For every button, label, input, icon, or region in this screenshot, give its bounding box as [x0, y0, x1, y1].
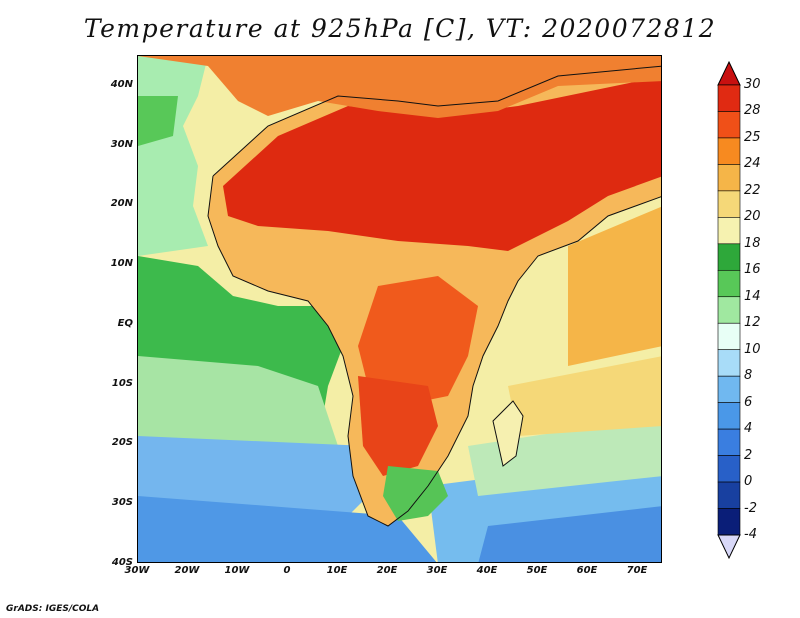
- colorbar-swatch: [717, 455, 741, 483]
- north-coastline: [212, 65, 661, 177]
- indian-ocean-deep-blue: [478, 506, 661, 562]
- colorbar-label: 0: [744, 474, 753, 490]
- lon-label: 10W: [224, 565, 250, 576]
- colorbar-swatch: [717, 111, 741, 139]
- colorbar-label: 2: [744, 447, 753, 463]
- lat-label: 40S: [111, 557, 133, 568]
- colorbar-swatch: [717, 164, 741, 192]
- south-atlantic-deep-blue: [138, 496, 437, 562]
- mediterranean-warm: [138, 56, 661, 118]
- colorbar-swatch: [717, 137, 741, 165]
- colorbar-label: 25: [744, 129, 761, 145]
- colorbar-label: 18: [744, 235, 761, 251]
- lon-label: 70E: [626, 565, 648, 576]
- colorbar-label: 14: [744, 288, 761, 304]
- colorbar-swatch: [717, 428, 741, 456]
- colorbar-swatch: [717, 481, 741, 509]
- colorbar-label: 6: [744, 394, 753, 410]
- colorbar-label: 10: [744, 341, 761, 357]
- colorbar-label: 20: [744, 209, 761, 225]
- temperature-map: [137, 55, 662, 563]
- colorbar-swatch: [717, 296, 741, 324]
- colorbar-label: 24: [744, 156, 761, 172]
- lon-label: 30E: [426, 565, 448, 576]
- map-title: Temperature at 925hPa [C], VT: 202007281…: [83, 14, 717, 43]
- colorbar-label: -4: [744, 527, 757, 542]
- indian-ocean-green: [468, 416, 661, 496]
- lat-label: 10N: [110, 258, 133, 270]
- colorbar-label: 16: [744, 262, 761, 278]
- colorbar-top-arrow: [717, 60, 741, 86]
- colorbar-label: 28: [744, 103, 761, 119]
- colorbar-swatch: [717, 349, 741, 377]
- colorbar-bottom-arrow: [717, 534, 741, 560]
- colorbar-swatch: [717, 375, 741, 403]
- colorbar-swatch: [717, 402, 741, 430]
- lon-label: 50E: [526, 565, 548, 576]
- colorbar-label: 30: [744, 77, 761, 92]
- colorbar-label: 12: [744, 315, 761, 331]
- lon-label: 40E: [476, 565, 498, 576]
- lat-label: 40N: [110, 78, 133, 90]
- colorbar-label: 8: [744, 368, 753, 384]
- colorbar-swatch: [717, 243, 741, 271]
- madagascar-cool: [493, 401, 523, 466]
- indian-ocean-warm: [508, 356, 661, 436]
- credit-text: GrADS: IGES/COLA: [6, 604, 100, 614]
- lon-label: 20W: [174, 565, 200, 576]
- central-africa-hot: [358, 276, 478, 406]
- lat-label: EQ: [117, 317, 133, 329]
- colorbar: [717, 60, 741, 560]
- colorbar-swatch: [717, 269, 741, 298]
- madagascar-coastline: [492, 400, 524, 467]
- lat-label: 20S: [111, 437, 133, 449]
- colorbar-label: 22: [744, 182, 761, 198]
- arabian-sea-warm: [568, 206, 661, 366]
- lon-label: 20E: [376, 565, 398, 576]
- lat-label: 30S: [111, 497, 133, 509]
- southern-africa-hot: [358, 376, 438, 476]
- map-canvas: [138, 56, 661, 562]
- africa-coastline: [207, 175, 661, 527]
- colorbar-label: 4: [744, 421, 753, 437]
- colorbar-swatch: [717, 190, 741, 218]
- lon-label: 60E: [576, 565, 598, 576]
- lon-label: 0: [283, 565, 291, 576]
- colorbar-label: -2: [744, 500, 757, 516]
- colorbar-swatch: [717, 84, 741, 112]
- sahara-arabia-hot: [223, 76, 661, 251]
- lon-label: 30W: [124, 565, 150, 576]
- lat-label: 30N: [110, 138, 133, 150]
- atlantic-green-patch: [138, 96, 178, 146]
- colorbar-swatch: [717, 217, 741, 245]
- colorbar-swatch: [717, 322, 741, 351]
- lat-label: 10S: [111, 377, 133, 389]
- lon-label: 10E: [326, 565, 348, 576]
- colorbar-swatch: [717, 508, 741, 536]
- lat-label: 20N: [110, 198, 133, 210]
